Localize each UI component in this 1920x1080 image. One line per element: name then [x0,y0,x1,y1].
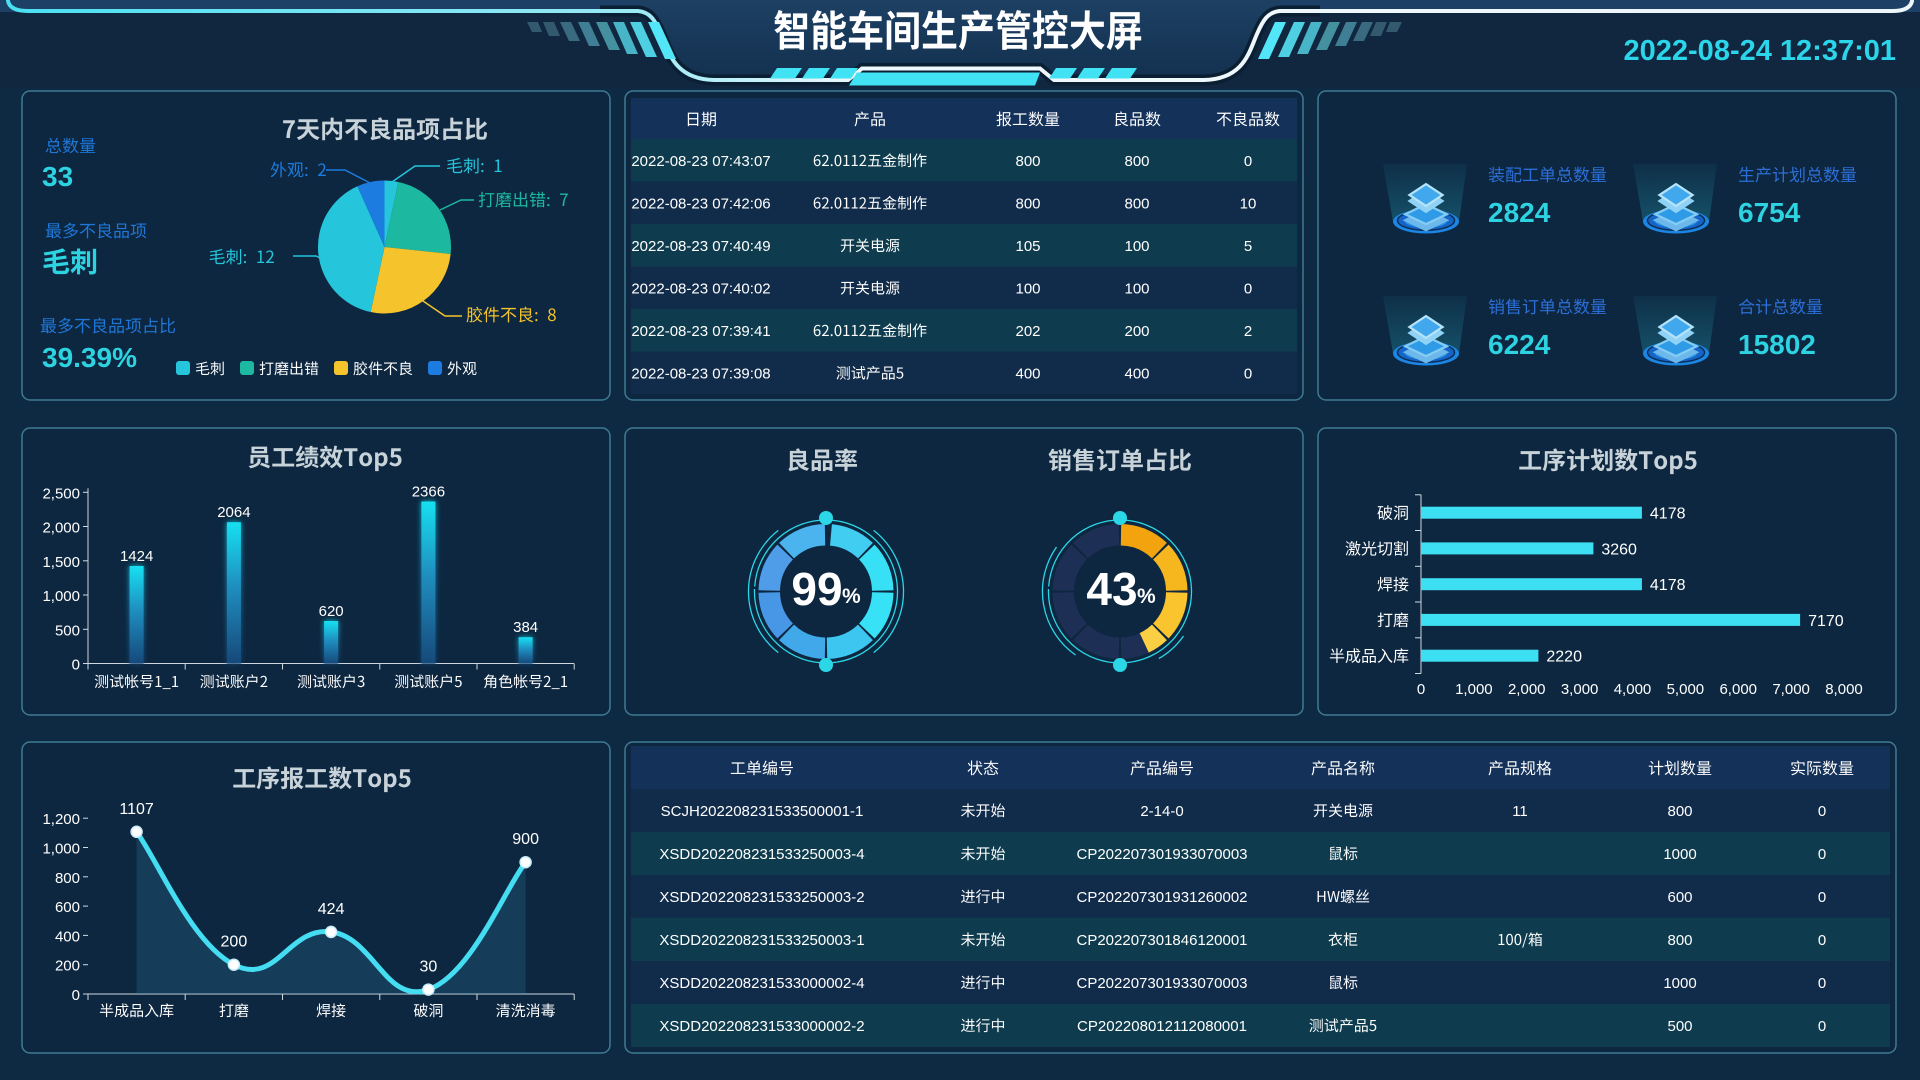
svg-text:1107: 1107 [119,801,154,818]
svg-text:1,000: 1,000 [1455,681,1493,698]
svg-text:2022-08-24 12:37:01: 2022-08-24 12:37:01 [1624,35,1896,67]
svg-text:0: 0 [1818,1018,1826,1035]
svg-text:400: 400 [55,928,80,945]
svg-text:0: 0 [1818,932,1826,949]
svg-text:202: 202 [1015,323,1040,340]
svg-text:600: 600 [1667,889,1692,906]
svg-text:1424: 1424 [120,548,153,565]
svg-text:5,000: 5,000 [1667,681,1705,698]
svg-text:0: 0 [1417,681,1425,698]
svg-text:33: 33 [42,161,73,192]
svg-text:4178: 4178 [1650,577,1686,594]
svg-text:5: 5 [1244,238,1252,255]
svg-text:%: % [1137,585,1156,608]
svg-text:CP202207301846120001: CP202207301846120001 [1077,932,1248,949]
svg-text:6754: 6754 [1738,197,1801,228]
svg-text:XSDD202208231533000002-2: XSDD202208231533000002-2 [659,1018,864,1035]
svg-text:1000: 1000 [1663,846,1696,863]
svg-text:2824: 2824 [1488,197,1551,228]
svg-text:424: 424 [318,901,345,918]
svg-text:900: 900 [512,831,539,848]
svg-text:2220: 2220 [1546,649,1582,666]
svg-text:2-14-0: 2-14-0 [1140,803,1183,820]
svg-text:2,000: 2,000 [42,520,80,537]
svg-text:XSDD202208231533250003-2: XSDD202208231533250003-2 [659,889,864,906]
svg-text:0: 0 [1244,281,1252,298]
svg-text:XSDD202208231533250003-1: XSDD202208231533250003-1 [659,932,864,949]
svg-text:30: 30 [419,959,437,976]
svg-text:800: 800 [1124,153,1149,170]
svg-text:39.39%: 39.39% [42,342,137,373]
svg-text:11: 11 [1512,803,1528,820]
svg-text:2022-08-23 07:40:02: 2022-08-23 07:40:02 [631,281,770,298]
svg-text:0: 0 [1818,975,1826,992]
svg-text:0: 0 [1818,803,1826,820]
svg-text:0: 0 [1818,889,1826,906]
svg-text:1000: 1000 [1663,975,1696,992]
svg-text:1,000: 1,000 [42,588,80,605]
svg-text:99: 99 [791,563,842,615]
svg-text:2022-08-23 07:43:07: 2022-08-23 07:43:07 [631,153,770,170]
svg-text:2,000: 2,000 [1508,681,1546,698]
svg-text:4,000: 4,000 [1614,681,1652,698]
svg-text:XSDD202208231533000002-4: XSDD202208231533000002-4 [659,975,864,992]
svg-text:2,500: 2,500 [42,485,80,502]
svg-text:600: 600 [55,899,80,916]
svg-text:1,200: 1,200 [42,811,80,828]
svg-text:2: 2 [1244,323,1252,340]
svg-text:500: 500 [55,622,80,639]
svg-text:2366: 2366 [412,483,445,500]
svg-text:10: 10 [1240,196,1257,213]
svg-text:2022-08-23 07:40:49: 2022-08-23 07:40:49 [631,238,770,255]
svg-text:2022-08-23 07:39:41: 2022-08-23 07:39:41 [631,323,770,340]
svg-text:200: 200 [55,958,80,975]
svg-text:2064: 2064 [217,504,250,521]
svg-text:2022-08-23 07:42:06: 2022-08-23 07:42:06 [631,196,770,213]
svg-text:3260: 3260 [1601,541,1637,558]
svg-text:7170: 7170 [1808,613,1844,630]
svg-text:800: 800 [55,870,80,887]
svg-text:800: 800 [1015,153,1040,170]
svg-text:800: 800 [1015,196,1040,213]
svg-text:7,000: 7,000 [1772,681,1810,698]
svg-text:43: 43 [1086,563,1137,615]
svg-text:6,000: 6,000 [1719,681,1757,698]
svg-text:0: 0 [72,657,80,674]
svg-text:100: 100 [1124,238,1149,255]
svg-text:105: 105 [1015,238,1040,255]
svg-text:500: 500 [1667,1018,1692,1035]
svg-text:0: 0 [72,987,80,1004]
svg-text:3,000: 3,000 [1561,681,1599,698]
svg-text:200: 200 [1124,323,1149,340]
svg-text:0: 0 [1244,366,1252,383]
svg-text:CP202207301931260002: CP202207301931260002 [1077,889,1248,906]
svg-text:800: 800 [1667,803,1692,820]
svg-text:800: 800 [1124,196,1149,213]
svg-text:1,500: 1,500 [42,554,80,571]
svg-text:0: 0 [1818,846,1826,863]
svg-text:200: 200 [221,934,248,951]
svg-text:384: 384 [513,619,538,636]
svg-text:XSDD202208231533250003-4: XSDD202208231533250003-4 [659,846,864,863]
svg-text:0: 0 [1244,153,1252,170]
svg-text:400: 400 [1015,366,1040,383]
svg-text:8,000: 8,000 [1825,681,1863,698]
svg-text:%: % [842,585,861,608]
svg-text:100: 100 [1124,281,1149,298]
svg-text:CP202208012112080001: CP202208012112080001 [1077,1018,1247,1035]
svg-text:6224: 6224 [1488,329,1551,360]
svg-text:2022-08-23 07:39:08: 2022-08-23 07:39:08 [631,366,770,383]
svg-text:CP202207301933070003: CP202207301933070003 [1077,846,1248,863]
svg-text:SCJH202208231533500001-1: SCJH202208231533500001-1 [661,803,864,820]
svg-text:620: 620 [319,603,344,620]
svg-text:800: 800 [1667,932,1692,949]
svg-text:4178: 4178 [1650,506,1686,523]
svg-text:400: 400 [1124,366,1149,383]
svg-text:15802: 15802 [1738,329,1816,360]
svg-text:1,000: 1,000 [42,841,80,858]
svg-text:CP202207301933070003: CP202207301933070003 [1077,975,1248,992]
svg-text:100: 100 [1015,281,1040,298]
